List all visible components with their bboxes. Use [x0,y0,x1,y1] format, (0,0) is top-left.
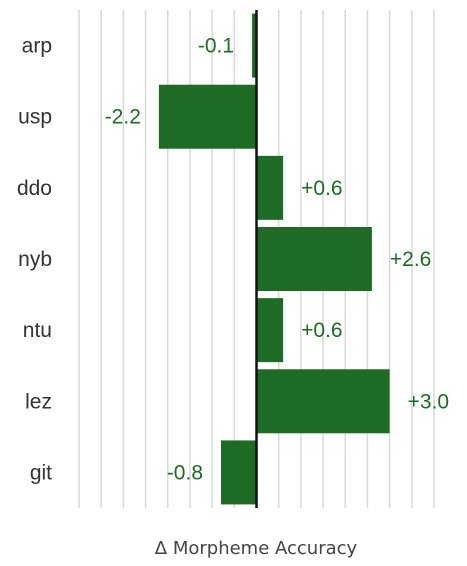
category-label-ntu: ntu [23,319,52,342]
category-label-usp: usp [18,106,52,129]
bar-ntu [256,298,284,363]
category-label-lez: lez [25,390,52,413]
data-label-nyb: +2.6 [390,248,431,271]
bar-arp [252,13,257,78]
data-label-git: -0.8 [167,461,203,484]
category-labels: arp usp ddo nyb ntu lez git [17,35,52,485]
category-label-ddo: ddo [17,177,52,200]
category-label-nyb: nyb [18,248,52,271]
x-axis-label: Δ Morpheme Accuracy [154,538,358,559]
data-label-lez: +3.0 [408,390,449,413]
data-label-arp: -0.1 [198,35,234,58]
bar-git [221,440,257,505]
data-label-ntu: +0.6 [301,319,342,342]
bar-ddo [256,155,284,220]
data-label-usp: -2.2 [105,106,141,129]
category-label-git: git [30,461,52,484]
data-label-ddo: +0.6 [301,177,342,200]
category-label-arp: arp [22,35,52,58]
bar-chart: arp usp ddo nyb ntu lez git -0.1 -2.2 +0.6 +2.6 +0… [17,10,449,508]
bars [158,13,390,505]
data-labels: -0.1 -2.2 +0.6 +2.6 +0.6 +3.0 -0.8 [105,35,449,485]
bar-lez [256,369,390,434]
bar-usp [158,84,257,149]
bar-nyb [256,227,372,291]
